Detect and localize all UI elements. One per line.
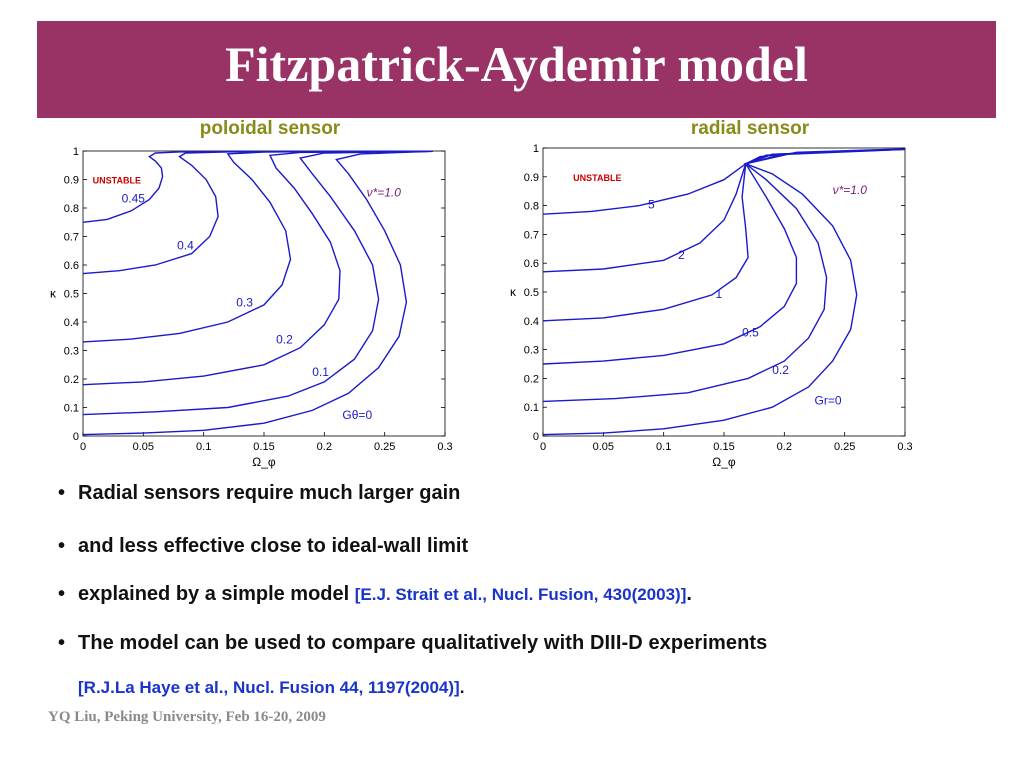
y-tick-label: 0.2: [64, 374, 79, 386]
bullet-dot: •: [58, 482, 66, 504]
bullet-dot: •: [58, 583, 66, 605]
y-axis-label: κ: [50, 287, 57, 301]
citation-period: .: [459, 678, 465, 697]
bullet-text: The model can be used to compare qualita…: [78, 632, 768, 654]
series-label: 5: [648, 197, 655, 211]
x-tick-label: 0: [540, 441, 546, 453]
series-line: [82, 150, 433, 416]
y-tick-label: 0: [533, 431, 539, 443]
series-line: [82, 150, 433, 343]
series-line: [82, 150, 433, 436]
series-line: [542, 148, 906, 436]
bullet-dot: •: [58, 535, 66, 557]
series-label: 1: [716, 287, 723, 301]
slide-title: Fitzpatrick-Aydemir model: [225, 36, 808, 92]
y-tick-label: 1: [73, 146, 79, 158]
x-tick-label: 0.05: [593, 441, 614, 453]
nu-parameter-label: ν*=1.0: [367, 185, 402, 199]
x-tick-label: 0.3: [897, 441, 912, 453]
x-tick-label: 0.3: [437, 441, 452, 453]
chart-title: poloidal sensor: [200, 118, 341, 139]
poloidal-sensor-chart: poloidal sensor 0 0.05 0.1 0.15 0.2 0.25 0.3 0 0.…: [50, 118, 453, 469]
bullet-item: • and less effective close to ideal-wall …: [58, 535, 468, 558]
y-tick-label: 0.7: [64, 232, 79, 244]
y-tick-label: 0.7: [524, 229, 539, 241]
y-tick-label: 0.3: [524, 345, 539, 357]
x-tick-label: 0.25: [374, 441, 395, 453]
y-tick-label: 0.5: [64, 289, 79, 301]
x-tick-label: 0: [80, 441, 86, 453]
series-label: 0.2: [276, 332, 293, 346]
bullet-item: • explained by a simple model [E.J. Strai…: [58, 583, 692, 606]
series-label: 0.2: [772, 363, 789, 377]
y-tick-label: 0.8: [64, 203, 79, 215]
y-axis-label: κ: [510, 285, 517, 299]
chart-title: radial sensor: [691, 118, 810, 139]
y-tick-label: 1: [533, 143, 539, 155]
series-label: 0.3: [236, 295, 253, 309]
y-tick-label: 0.1: [64, 403, 79, 415]
series-line: [542, 148, 906, 273]
y-tick-label: 0.6: [64, 260, 79, 272]
series-line: [82, 150, 433, 386]
x-tick-label: 0.15: [253, 441, 274, 453]
y-tick-label: 0.9: [524, 172, 539, 184]
bullet-text: Radial sensors require much larger gain: [78, 482, 461, 504]
series-line: [82, 150, 433, 275]
series-label: 0.45: [122, 191, 146, 205]
y-tick-label: 0.9: [64, 175, 79, 187]
y-tick-label: 0.4: [64, 317, 79, 329]
x-tick-label: 0.05: [133, 441, 154, 453]
x-tick-label: 0.1: [656, 441, 671, 453]
unstable-label: UNSTABLE: [573, 173, 621, 183]
y-tick-label: 0.1: [524, 402, 539, 414]
series-line: [542, 148, 906, 403]
y-tick-label: 0.5: [524, 287, 539, 299]
bullet-continuation: [R.J.La Haye et al., Nucl. Fusion 44, 11…: [78, 678, 464, 698]
unstable-label: UNSTABLE: [93, 176, 141, 186]
series-label: Gθ=0: [342, 408, 372, 422]
bullet-item: • The model can be used to compare qualit…: [58, 632, 767, 655]
y-tick-label: 0.6: [524, 258, 539, 270]
x-tick-label: 0.15: [713, 441, 734, 453]
x-tick-label: 0.2: [317, 441, 332, 453]
y-tick-label: 0: [73, 431, 79, 443]
nu-parameter-label: ν*=1.0: [833, 183, 868, 197]
reference-citation: [R.J.La Haye et al., Nucl. Fusion 44, 11…: [78, 678, 460, 697]
y-tick-label: 0.3: [64, 346, 79, 358]
y-tick-label: 0.8: [524, 201, 539, 213]
series-label: 0.1: [312, 365, 329, 379]
x-tick-label: 0.2: [777, 441, 792, 453]
reference-citation: [E.J. Strait et al., Nucl. Fusion, 430(2…: [354, 585, 687, 604]
bullet-text: explained by a simple model: [78, 583, 355, 605]
y-tick-label: 0.2: [524, 373, 539, 385]
bullet-item: • Radial sensors require much larger gain: [58, 482, 460, 505]
series-label: 0.4: [177, 238, 194, 252]
title-bar: Fitzpatrick-Aydemir model: [37, 21, 996, 118]
slide-footer: YQ Liu, Peking University, Feb 16-20, 20…: [48, 709, 326, 725]
series-label: 2: [678, 248, 685, 262]
series-label: Gr=0: [815, 393, 842, 407]
x-axis-label: Ω_φ: [252, 455, 276, 469]
y-tick-label: 0.4: [524, 316, 539, 328]
bullet-dot: •: [58, 632, 66, 654]
series-label: 0.5: [742, 326, 759, 340]
citation-period: .: [686, 583, 692, 605]
x-tick-label: 0.1: [196, 441, 211, 453]
x-tick-label: 0.25: [834, 441, 855, 453]
x-axis-label: Ω_φ: [712, 455, 736, 469]
bullet-text: and less effective close to ideal-wall l…: [78, 535, 469, 557]
